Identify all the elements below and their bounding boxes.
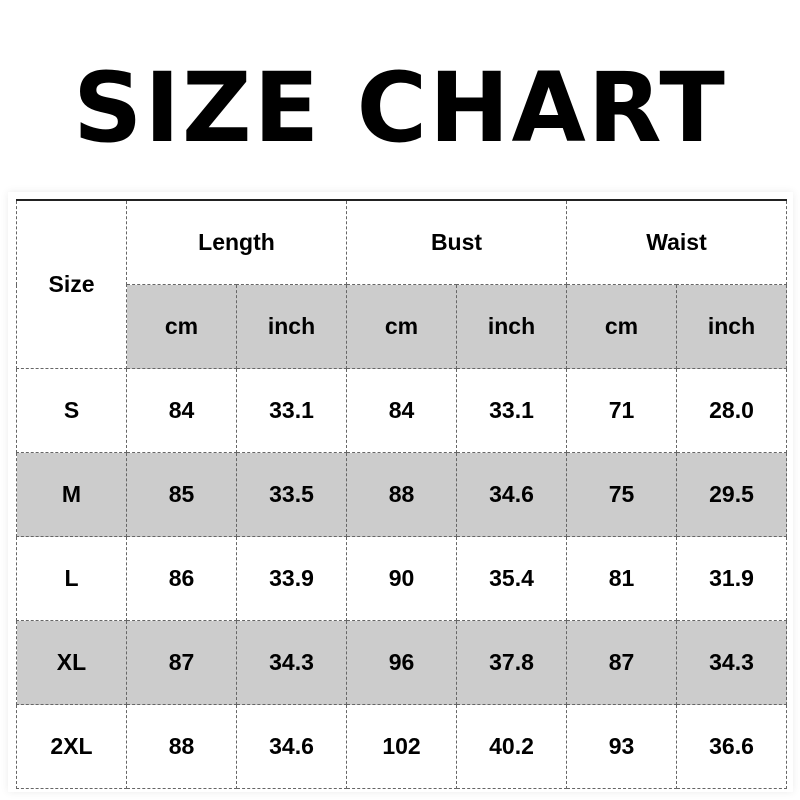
table-cell: 84: [126, 368, 237, 453]
table-cell: 37.8: [456, 620, 567, 705]
table-cell: 35.4: [456, 536, 567, 621]
unit-header: cm: [126, 284, 237, 369]
table-row: 2XL 88 34.6 102 40.2 93 36.6: [16, 704, 787, 789]
table-cell: 81: [566, 536, 677, 621]
page-title: SIZE CHART: [73, 52, 727, 164]
table-cell: 93: [566, 704, 677, 789]
table-cell: 71: [566, 368, 677, 453]
size-chart-table: Size Length Bust Waist cm inch cm inch c…: [16, 199, 787, 789]
table-cell: 31.9: [676, 536, 787, 621]
size-header: Size: [16, 199, 127, 369]
table-cell: 88: [346, 452, 457, 537]
table-cell: 75: [566, 452, 677, 537]
table-cell: 34.3: [236, 620, 347, 705]
table-cell: 84: [346, 368, 457, 453]
table-cell: 88: [126, 704, 237, 789]
table-cell: 29.5: [676, 452, 787, 537]
table-cell: 102: [346, 704, 457, 789]
table-cell: 36.6: [676, 704, 787, 789]
table-row: S 84 33.1 84 33.1 71 28.0: [16, 368, 787, 453]
table-cell: 85: [126, 452, 237, 537]
unit-header: cm: [346, 284, 457, 369]
table-cell: 33.1: [236, 368, 347, 453]
group-header: Bust: [346, 199, 567, 285]
table-cell: 33.1: [456, 368, 567, 453]
table-cell: 86: [126, 536, 237, 621]
unit-header: inch: [236, 284, 347, 369]
table-row: L 86 33.9 90 35.4 81 31.9: [16, 536, 787, 621]
table-cell: XL: [16, 620, 127, 705]
table-row: XL 87 34.3 96 37.8 87 34.3: [16, 620, 787, 705]
table-cell: 28.0: [676, 368, 787, 453]
table-cell: M: [16, 452, 127, 537]
table-cell: 2XL: [16, 704, 127, 789]
table-cell: 34.3: [676, 620, 787, 705]
unit-header: inch: [456, 284, 567, 369]
table-cell: L: [16, 536, 127, 621]
table-cell: 33.9: [236, 536, 347, 621]
group-header: Length: [126, 199, 347, 285]
table-cell: S: [16, 368, 127, 453]
table-cell: 87: [126, 620, 237, 705]
table-cell: 96: [346, 620, 457, 705]
unit-header: cm: [566, 284, 677, 369]
table-cell: 34.6: [236, 704, 347, 789]
table-cell: 33.5: [236, 452, 347, 537]
table-cell: 90: [346, 536, 457, 621]
table-cell: 34.6: [456, 452, 567, 537]
table-row: M 85 33.5 88 34.6 75 29.5: [16, 452, 787, 537]
unit-header: inch: [676, 284, 787, 369]
table-cell: 87: [566, 620, 677, 705]
table-cell: 40.2: [456, 704, 567, 789]
group-header: Waist: [566, 199, 787, 285]
